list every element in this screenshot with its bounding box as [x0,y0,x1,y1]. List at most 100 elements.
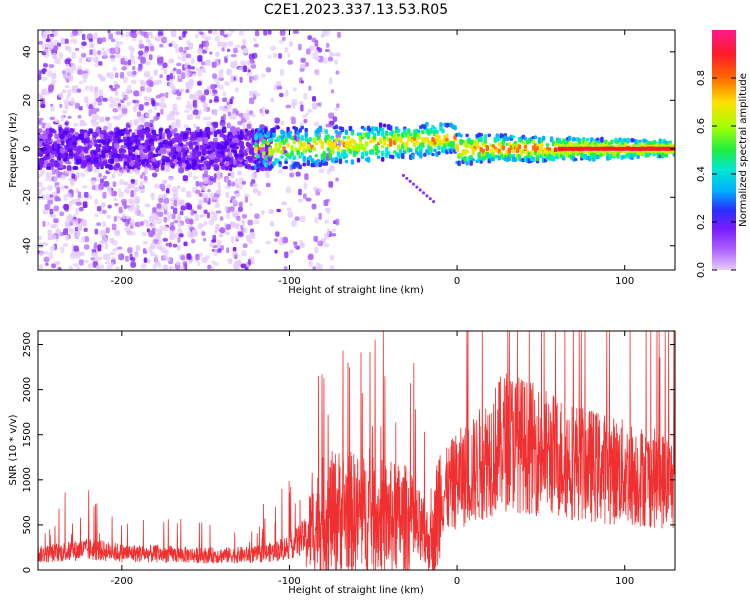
heatmap-cell-1559 [203,40,209,48]
heatmap-cell-365 [188,171,193,178]
heatmap-cell-3159 [302,149,306,154]
snr-x-tick-label-1: -100 [278,576,301,587]
heatmap-cell-1848 [54,195,60,202]
heatmap-cell-1074 [231,198,237,205]
heatmap-cell-1493 [247,219,254,226]
heatmap-cell-2608 [222,126,227,134]
heatmap-cell-1799 [135,245,140,252]
heatmap-cell-1669 [209,242,215,248]
heatmap-cell-1587 [335,177,339,182]
heatmap-cell-1131 [49,251,53,255]
heatmap-cell-1000 [206,116,212,120]
heatmap-cell-1865 [166,74,170,81]
heatmap-cell-1380 [222,113,227,120]
heatmap-cell-1581 [77,69,83,75]
heatmap-cell-3215 [324,161,329,166]
heatmap-cell-2994 [244,134,248,141]
heatmap-cell-3206 [320,145,325,150]
heatmap-cell-1672 [192,99,197,107]
heatmap-cell-2835 [117,139,124,143]
heatmap-cell-1438 [248,120,252,125]
heatmap-cell-2889 [140,161,145,165]
heatmap-cell-3365 [384,132,389,137]
heatmap-cell-1156 [65,84,70,89]
heatmap-cell-1103 [261,110,265,117]
heatmap-cell-1387 [84,236,89,243]
heatmap-cell-3237 [332,143,337,150]
heatmap-cell-2926 [212,143,218,149]
heatmap-cell-46 [42,221,46,227]
snr-x-tick-label-3: 100 [615,576,634,587]
heatmap-cell-947 [213,249,218,256]
heatmap-cell-15 [111,223,117,231]
heatmap-cell-3707 [521,141,526,145]
heatmap-cell-1062 [192,73,197,77]
heatmap-cell-1956 [140,188,145,194]
heatmap-cell-1815 [51,72,57,80]
heatmap-cell-1891 [76,88,82,93]
heatmap-cell-2485 [87,161,93,165]
heatmap-cell-292 [114,97,120,101]
heatmap-cell-3039 [254,142,258,149]
heatmap-cell-3058 [262,151,266,156]
heatmap-cell-1328 [197,261,201,266]
heatmap-cell-1217 [209,99,213,104]
heatmap-cell-1908 [140,56,146,64]
heatmap-cell-2126 [188,42,194,50]
heatmap-cell-175 [190,66,195,70]
heatmap-cell-2612 [151,129,157,135]
heatmap-cell-1163 [263,30,268,36]
heatmap-cell-1474 [93,167,100,174]
heatmap-cell-1866 [315,69,320,76]
heatmap-cell-3741 [535,146,540,151]
heatmap-cell-23 [261,73,266,78]
heatmap-cell-3427 [409,132,413,136]
heatmap-cell-3561 [463,156,467,162]
heatmap-cell-1742 [323,57,328,64]
heatmap-cell-2113 [170,30,177,38]
heatmap-cell-3009 [151,157,157,162]
heatmap-cell-1301 [136,205,140,210]
snr-x-tick-label-2: 0 [454,576,460,587]
heatmap-cell-2807 [194,155,199,161]
heatmap-cell-3185 [312,137,317,142]
heatmap-cell-1542 [71,88,78,94]
heatmap-cell-358 [324,232,330,240]
heatmap-cell-2999 [47,134,53,138]
heatmap-cell-1746 [157,229,163,236]
heatmap-cell-1258 [314,49,319,53]
heatmap-cell-1996 [132,71,137,75]
heatmap-cell-1562 [187,114,194,120]
heatmap-cell-2014 [134,209,141,216]
heatmap-cell-1385 [46,222,51,226]
heatmap-cell-1924 [134,186,139,192]
heatmap-cell-1564 [79,57,83,64]
heatmap-cell-3767 [545,143,550,147]
heatmap-cell-1440 [88,38,94,43]
heatmap-cell-3034 [62,130,69,136]
heatmap-cell-2264 [56,155,62,161]
heatmap-cell-994 [166,184,172,189]
heatmap-cell-3174 [308,149,312,153]
heatmap-cell-1804 [38,251,44,256]
heatmap-cell-3105 [280,155,284,159]
heatmap-cell-1197 [198,199,204,206]
heatmap-cell-1681 [331,228,337,232]
heatmap-cell-2037 [168,58,175,64]
heatmap-cell-1171 [132,105,137,113]
heatmap-cell-2072 [208,30,213,34]
heatmap-cell-1457 [224,185,231,189]
spectrogram-x-tick-label-0: -200 [110,276,133,287]
heatmap-cell-1705 [318,264,323,270]
heatmap-cell-1262 [151,221,157,225]
heatmap-cell-1670 [57,267,62,270]
heatmap-cell-1749 [133,90,140,97]
heatmap-cell-3243 [336,151,341,157]
heatmap-cell-1995 [143,168,149,174]
heatmap-cell-3587 [473,148,477,152]
heatmap-cell-343 [232,108,238,115]
heatmap-cell-1651 [308,260,313,268]
heatmap-cell-2490 [134,145,138,150]
heatmap-cell-2027 [127,183,132,189]
heatmap-cell-2929 [43,155,49,160]
